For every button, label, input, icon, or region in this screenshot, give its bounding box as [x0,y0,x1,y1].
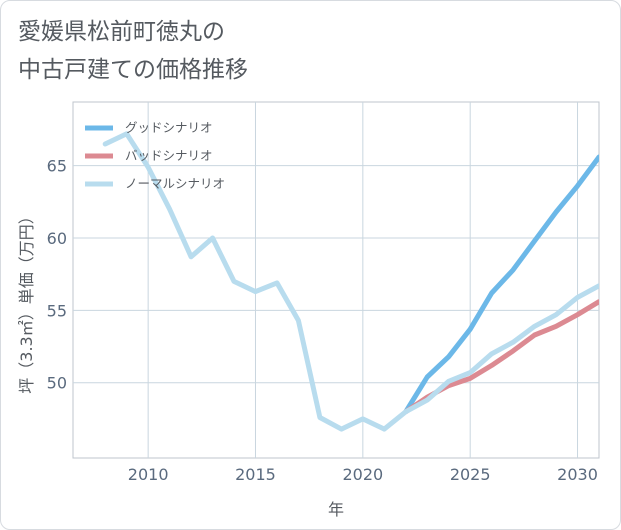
series-good-line [403,154,599,415]
series-layer [102,131,599,432]
legend-label-good: グッドシナリオ [125,120,213,135]
chart-title: 愛媛県松前町徳丸の 中古戸建ての価格推移 [18,13,248,89]
y-tick-65: 65 [47,157,67,176]
x-axis-title: 年 [328,500,344,519]
x-tick-2020: 2020 [342,465,383,484]
y-tick-60: 60 [47,229,67,248]
plot-area [72,101,600,459]
x-tick-2025: 2025 [450,465,491,484]
title-line-1: 愛媛県松前町徳丸の [18,19,225,45]
y-axis-title: 坪（3.3㎡）単価（万円） [17,208,36,393]
tick-labels: 2010 2015 2020 2025 2030 50 55 60 65 [47,157,598,484]
y-tick-50: 50 [47,374,67,393]
x-tick-2015: 2015 [235,465,276,484]
y-tick-55: 55 [47,301,67,320]
series-normal-line [102,131,599,432]
legend-label-normal: ノーマルシナリオ [125,176,225,191]
legend-label-bad: バッドシナリオ [125,148,213,163]
x-tick-2030: 2030 [557,465,598,484]
title-line-2: 中古戸建ての価格推移 [18,57,248,83]
x-tick-2010: 2010 [128,465,169,484]
grid-lines [73,102,599,458]
legend: グッドシナリオ バッドシナリオ ノーマルシナリオ [85,120,225,191]
